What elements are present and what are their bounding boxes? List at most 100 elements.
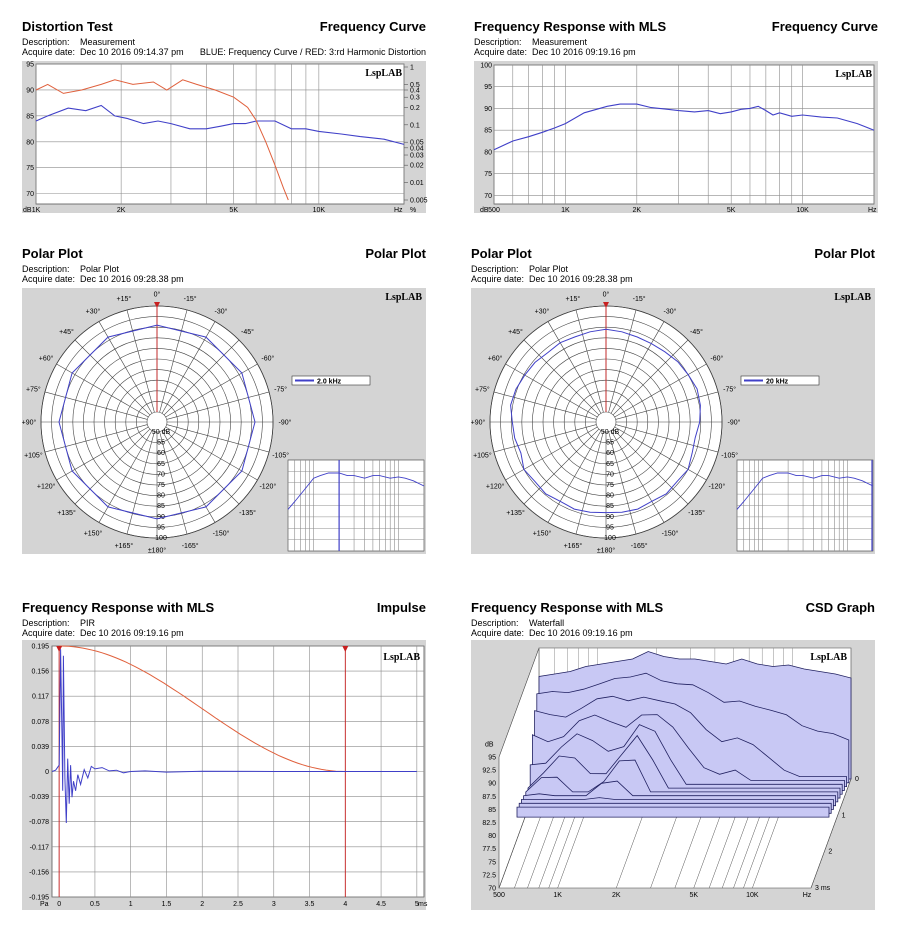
y-tick-label: 77.5: [482, 846, 496, 853]
polar-angle-label: +165°: [115, 542, 134, 550]
y-tick-label: 85: [484, 128, 492, 135]
panel-meta: Description: Polar Plot Acquire date: Dec …: [22, 264, 184, 284]
polar-spoke: [523, 428, 600, 505]
y-tick-label: -0.039: [29, 794, 49, 801]
date-label: Acquire date:: [471, 628, 525, 638]
polar-angle-label: -15°: [184, 295, 197, 303]
polar-ring-label: 65: [606, 461, 614, 468]
polar-spoke: [547, 321, 602, 414]
polar-angle-label: -90°: [279, 419, 292, 427]
polar-ring-label: 90: [606, 514, 614, 521]
polar-legend-label: 2.0 kHz: [317, 379, 342, 386]
polar-angle-label: -45°: [690, 328, 703, 336]
panel-meta: Description: Waterfall Acquire date: Dec 1…: [471, 618, 633, 638]
polar-legend-label: 20 kHz: [766, 379, 789, 386]
polar-angle-label: -105°: [272, 452, 289, 460]
panel-title: Distortion Test: [22, 19, 113, 34]
polar-ring-label: 100: [155, 535, 167, 542]
polar-angle-label: +30°: [86, 308, 101, 316]
x-tick-label: 500: [493, 892, 505, 899]
polar-spoke: [575, 431, 604, 535]
polar-angle-label: +75°: [475, 385, 490, 393]
panel-type: Polar Plot: [365, 246, 426, 261]
y-axis-label: Pa: [40, 901, 49, 908]
polar-angle-label: +45°: [59, 328, 74, 336]
polar-angle-label: -45°: [241, 328, 254, 336]
date-label: Acquire date:: [22, 628, 76, 638]
polar-angle-label: -105°: [721, 452, 738, 460]
polar-legend-box: [740, 375, 820, 386]
polar-angle-label: -90°: [728, 419, 741, 427]
polar-ring-label: 55: [157, 440, 165, 447]
lsplab-watermark: LspLAB: [834, 292, 871, 303]
polar-spoke: [612, 428, 689, 505]
panel-type: Polar Plot: [814, 246, 875, 261]
csd-slice: [516, 806, 830, 818]
x-tick-label: 4.5: [376, 901, 386, 908]
polar-spoke: [505, 363, 598, 418]
polar-angle-label: -165°: [631, 542, 648, 550]
y2-tick-label: 0.04: [410, 145, 424, 152]
y-tick-label: 72.5: [482, 872, 496, 879]
desc-value: Measurement: [532, 37, 588, 47]
csd-grid-floor: [810, 778, 852, 889]
y-tick-label: 0.195: [31, 644, 49, 651]
polar-angle-label: +90°: [471, 419, 486, 427]
date-label: Acquire date:: [471, 274, 525, 284]
panel-title: Polar Plot: [22, 246, 83, 261]
polar-angle-label: +135°: [57, 509, 76, 517]
y-tick-label: 95: [488, 755, 496, 762]
polar-ring-label: 70: [606, 471, 614, 478]
x-tick-label: 1.5: [162, 901, 172, 908]
polar-angle-label: -150°: [662, 529, 679, 537]
desc-value: Polar Plot: [80, 264, 120, 274]
desc-value: PIR: [80, 618, 96, 628]
y-tick-label: 87.5: [482, 794, 496, 801]
y-axis-label: dB: [23, 207, 32, 214]
y2-tick-label: 0.4: [410, 88, 420, 95]
polar-ring-label: 75: [606, 482, 614, 489]
polar-spoke: [608, 431, 637, 535]
y2-tick-label: 0.02: [410, 163, 424, 170]
polar-legend-box: [291, 375, 371, 386]
y2-tick-label: 0.01: [410, 180, 424, 187]
x-tick-label: 5: [415, 901, 419, 908]
x-tick-label: 2: [200, 901, 204, 908]
y-tick-label: 0: [45, 769, 49, 776]
y-tick-label: 0.078: [31, 719, 49, 726]
polar-angle-label: +105°: [473, 452, 492, 460]
polar-ring-label: 85: [157, 503, 165, 510]
polar-ring-label: 85: [606, 503, 614, 510]
panel-type: Frequency Curve: [771, 19, 878, 34]
polar-angle-label: -120°: [259, 483, 276, 491]
y-tick-label: 70: [488, 886, 496, 893]
polar-angle-label: -60°: [710, 355, 723, 363]
polar-angle-label: -15°: [633, 295, 646, 303]
panel-meta: Description: PIR Acquire date: Dec 10 2016…: [22, 618, 184, 638]
date-value: Dec 10 2016 09:19.16 pm: [529, 628, 633, 638]
panel-meta: Description: Measurement Acquire date: Dec…: [474, 37, 636, 57]
plot-area: [493, 64, 875, 205]
time-tick-label: 1: [842, 812, 846, 819]
inset-frequency-curve: [736, 472, 874, 510]
polar-spoke: [505, 426, 598, 481]
desc-value: Polar Plot: [529, 264, 569, 274]
polar-angle-label: +150°: [84, 529, 103, 537]
desc-label: Description:: [22, 618, 70, 628]
y-tick-label: -0.117: [30, 844, 49, 851]
date-value: Dec 10 2016 09:14.37 pm: [80, 47, 184, 57]
polar-angle-label: -135°: [688, 509, 705, 517]
polar-spoke: [44, 391, 148, 420]
polar-ring-label: 80: [157, 493, 165, 500]
polar-angle-label: +120°: [486, 483, 505, 491]
polar-spoke: [614, 426, 707, 481]
polar-spoke: [74, 428, 151, 505]
polar-ring-label: 75: [157, 482, 165, 489]
distortion-chart: 95 90 85 80 75 70 1 0.50.40.3 0.2 0.1 0.050.040.03…: [22, 61, 428, 214]
time-tick-label: 0: [855, 776, 859, 783]
x-tick-label: 2K: [633, 207, 642, 214]
polar-spoke: [163, 428, 240, 505]
polar-angle-label: -75°: [274, 385, 287, 393]
series-frequency-curve: [493, 103, 875, 151]
polar-angle-label: +90°: [22, 419, 37, 427]
